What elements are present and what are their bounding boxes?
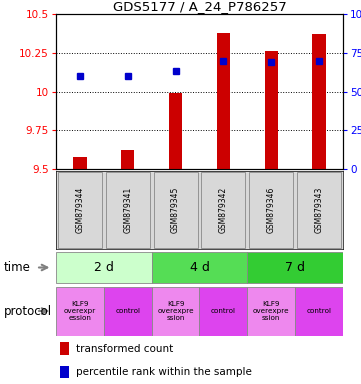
Bar <box>56 286 104 336</box>
Bar <box>56 252 152 283</box>
Text: KLF9
overexpre
ssion: KLF9 overexpre ssion <box>157 301 194 321</box>
Bar <box>247 286 295 336</box>
Text: transformed count: transformed count <box>76 344 173 354</box>
Bar <box>265 51 278 169</box>
Text: time: time <box>4 261 30 274</box>
Bar <box>60 343 69 355</box>
Text: GSM879341: GSM879341 <box>123 187 132 233</box>
Bar <box>297 172 341 248</box>
Text: GSM879346: GSM879346 <box>267 187 276 233</box>
Bar <box>152 286 199 336</box>
Bar <box>295 286 343 336</box>
Text: control: control <box>115 308 140 314</box>
Bar <box>104 286 152 336</box>
Bar <box>58 172 102 248</box>
Title: GDS5177 / A_24_P786257: GDS5177 / A_24_P786257 <box>113 0 286 13</box>
Text: KLF9
overexpre
ssion: KLF9 overexpre ssion <box>253 301 290 321</box>
Text: GSM879345: GSM879345 <box>171 187 180 233</box>
Text: control: control <box>211 308 236 314</box>
Bar <box>169 93 182 169</box>
Text: 7 d: 7 d <box>285 261 305 274</box>
Text: percentile rank within the sample: percentile rank within the sample <box>76 367 252 377</box>
Text: 4 d: 4 d <box>190 261 209 274</box>
Text: 2 d: 2 d <box>94 261 114 274</box>
Bar <box>106 172 150 248</box>
Text: KLF9
overexpr
ession: KLF9 overexpr ession <box>64 301 96 321</box>
Bar <box>60 366 69 379</box>
Bar <box>247 252 343 283</box>
Text: protocol: protocol <box>4 305 52 318</box>
Bar <box>312 34 326 169</box>
Text: GSM879343: GSM879343 <box>314 187 323 233</box>
Text: control: control <box>306 308 331 314</box>
Bar <box>152 252 247 283</box>
Text: GSM879342: GSM879342 <box>219 187 228 233</box>
Bar <box>201 172 245 248</box>
Text: GSM879344: GSM879344 <box>75 187 84 233</box>
Bar <box>217 33 230 169</box>
Bar <box>121 151 134 169</box>
Bar <box>153 172 197 248</box>
Bar <box>73 157 87 169</box>
Bar <box>199 286 247 336</box>
Bar <box>249 172 293 248</box>
